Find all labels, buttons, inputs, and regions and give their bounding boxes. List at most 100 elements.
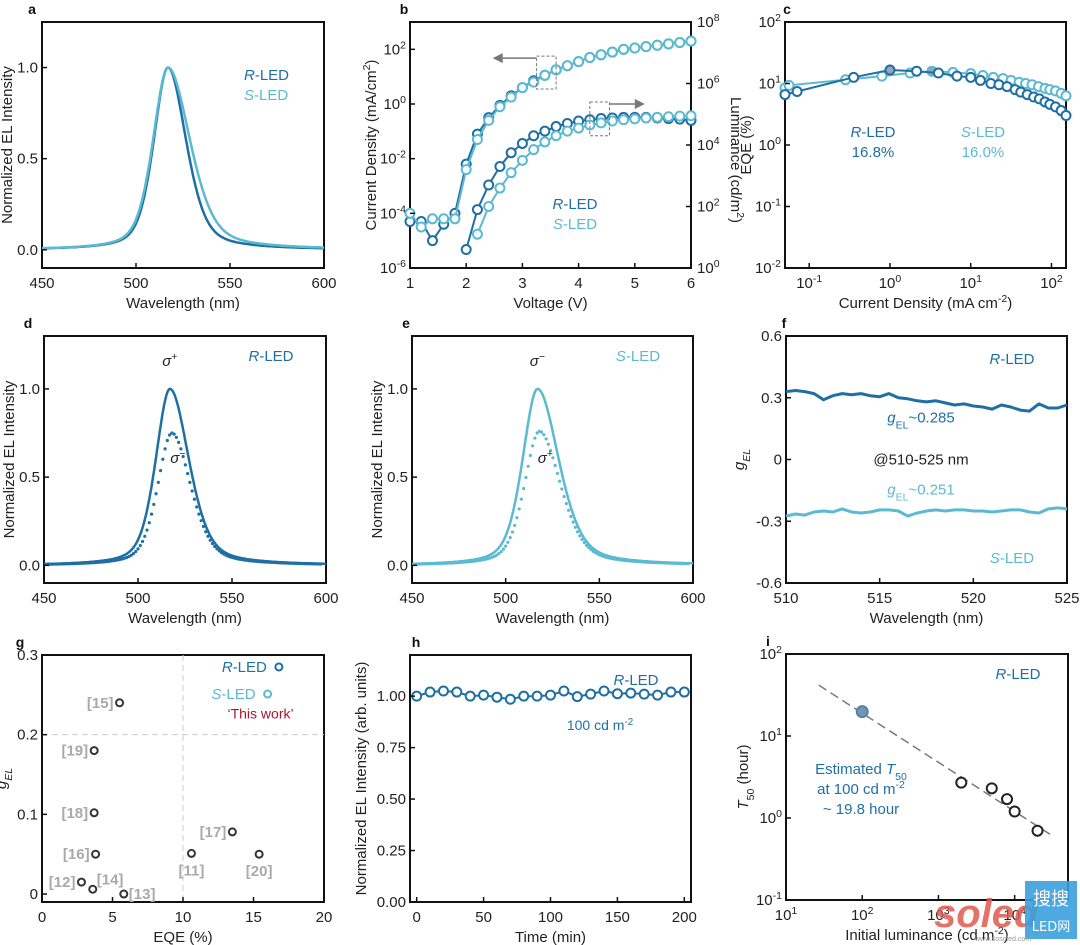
x-tick-label: 500	[493, 590, 518, 607]
series-dot-σ+	[544, 437, 548, 441]
series-dot-σ+	[656, 561, 661, 565]
panel-title-label: R-LED	[613, 672, 658, 689]
series-line-S-LED	[41, 66, 324, 250]
estimated-point	[855, 705, 869, 719]
text-span: 10	[851, 907, 868, 924]
y-tick-label: 101	[759, 726, 782, 745]
series-dot-σ+	[416, 562, 420, 566]
data-point	[640, 112, 652, 124]
data-point	[550, 121, 562, 133]
text-span: S	[211, 686, 221, 703]
y-tick-label: 0.1	[17, 806, 38, 823]
x-tick-label: 102	[851, 905, 874, 924]
x-tick-label: 15	[245, 909, 262, 926]
text-span: 0.5	[19, 469, 40, 486]
y-tick-label: 102	[758, 12, 781, 31]
series-dot-σ−	[177, 440, 181, 444]
series-dot-σ+	[540, 430, 544, 434]
y-tick-label: 10-2	[380, 149, 406, 168]
series-dot-σ−	[210, 542, 215, 546]
series-dot-σ+	[501, 547, 506, 551]
text-span: 4	[714, 135, 720, 147]
text-span: [15]	[87, 695, 114, 712]
panel-b-frame	[409, 21, 692, 269]
series-dot-σ−	[201, 524, 206, 529]
text-span: 500	[123, 275, 148, 292]
x-axis-label: Wavelength (nm)	[870, 610, 984, 627]
series-dot-σ−	[310, 562, 314, 566]
series-dot-σ−	[131, 551, 136, 556]
series-dot-σ−	[136, 547, 140, 551]
y-axis-label: Current Density (mA/cm2)	[361, 60, 380, 231]
x-tick-label: 500	[125, 590, 150, 607]
y-tick-label: -0.3	[756, 513, 782, 530]
data-point	[584, 119, 596, 131]
text-span: σ	[538, 450, 548, 467]
data-point	[505, 167, 517, 179]
y-tick-label: 102	[383, 39, 406, 58]
annotation-g-S: gEL~0.251	[887, 481, 954, 503]
x-tick-label: 525	[1054, 590, 1079, 607]
series-dot-σ−	[149, 512, 154, 516]
watermark: soled 搜搜 LED网 www.sosoled.com	[934, 881, 1077, 943]
series-dot-σ−	[68, 562, 72, 566]
series-dot-σ+	[587, 546, 591, 550]
watermark-url: www.sosoled.com	[974, 936, 1031, 943]
text-span: 20	[316, 909, 333, 926]
x-tick-label: 20	[316, 909, 333, 926]
series-dot-σ−	[314, 562, 318, 566]
data-point	[516, 154, 528, 166]
text-span: 0.00	[377, 894, 406, 911]
data-point	[516, 137, 528, 149]
y-tick-label: 0.5	[19, 469, 40, 486]
text-span: 16.8%	[852, 144, 895, 161]
text-span: 0	[895, 273, 901, 285]
text-span: 0.25	[377, 843, 406, 860]
series-dot-σ+	[560, 487, 564, 491]
series-dot-σ−	[134, 549, 138, 554]
text-span: -1	[813, 273, 822, 285]
series-dot-σ+	[506, 540, 510, 544]
text-span: 0	[38, 909, 46, 926]
data-point	[494, 161, 506, 173]
text-span: [16]	[63, 846, 90, 863]
text-span: 8	[714, 12, 720, 24]
series-dot-σ+	[441, 561, 445, 565]
text-span: 1	[791, 905, 797, 917]
text-span: 0.75	[377, 740, 406, 757]
series-dot-σ−	[195, 505, 199, 509]
y-tick-label: 0.75	[377, 740, 406, 757]
series-dot-σ+	[535, 431, 539, 435]
series-dot-σ+	[508, 536, 512, 540]
data-point	[1031, 824, 1044, 837]
text-span: R	[850, 124, 861, 141]
series-dot-σ+	[562, 494, 566, 499]
series-dot-σ+	[672, 561, 676, 565]
text-span: @510-525 nm	[873, 452, 968, 469]
series-dot-σ−	[183, 463, 187, 467]
text-span: EL	[896, 491, 909, 503]
text-span: 50	[745, 789, 757, 801]
text-span: 3	[518, 275, 526, 292]
data-point	[558, 685, 570, 697]
data-point	[460, 164, 472, 176]
x-tick-label: 103	[927, 905, 950, 924]
series-dot-σ+	[526, 464, 530, 468]
annotation-line: ~ 19.8 hour	[823, 801, 899, 818]
data-point	[663, 111, 675, 123]
text-span: S	[553, 216, 563, 233]
series-dot-σ−	[152, 502, 156, 507]
text-span: )	[727, 218, 744, 223]
series-dot-σ+	[555, 471, 559, 475]
reference-point	[119, 889, 129, 899]
text-span: -LED	[624, 672, 658, 689]
text-span: -LED	[259, 348, 293, 365]
y-axis-label: gEL	[0, 768, 15, 789]
series-dot-σ−	[190, 489, 194, 493]
data-point	[585, 688, 597, 700]
curve-label: σ+	[162, 351, 177, 370]
panel-label: f	[782, 315, 787, 331]
text-span: 2	[868, 905, 874, 917]
series-dot-σ−	[305, 562, 309, 566]
annotation-line: Estimated T50	[815, 761, 907, 783]
